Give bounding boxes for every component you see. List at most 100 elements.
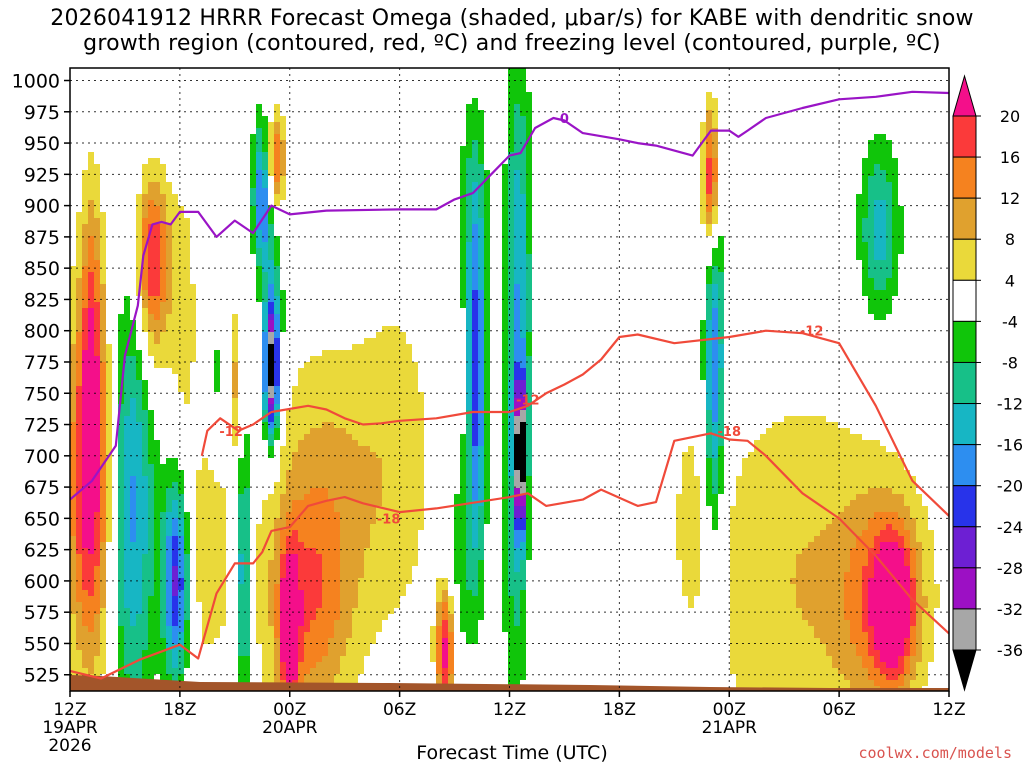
omega-cell	[796, 656, 802, 662]
omega-cell	[184, 644, 190, 650]
omega-cell	[280, 488, 286, 494]
omega-cell	[160, 524, 166, 530]
omega-cell	[298, 674, 304, 680]
omega-cell	[526, 200, 532, 206]
omega-cell	[718, 392, 724, 398]
omega-cell	[454, 518, 460, 524]
omega-cell	[166, 248, 172, 254]
omega-cell	[82, 344, 88, 350]
omega-cell	[730, 506, 736, 512]
omega-cell	[142, 320, 148, 326]
omega-cell	[712, 380, 718, 386]
omega-cell	[388, 578, 394, 584]
omega-cell	[88, 644, 94, 650]
omega-cell	[76, 272, 82, 278]
omega-cell	[280, 608, 286, 614]
omega-cell	[442, 662, 448, 668]
omega-cell	[508, 644, 514, 650]
omega-cell	[76, 632, 82, 638]
omega-cell	[208, 488, 214, 494]
omega-cell	[70, 482, 76, 488]
omega-cell	[406, 452, 412, 458]
omega-cell	[730, 650, 736, 656]
omega-cell	[802, 482, 808, 488]
omega-cell	[100, 608, 106, 614]
omega-cell	[106, 482, 112, 488]
omega-cell	[742, 674, 748, 680]
omega-cell	[778, 584, 784, 590]
omega-cell	[406, 500, 412, 506]
omega-cell	[346, 518, 352, 524]
omega-cell	[502, 386, 508, 392]
omega-cell	[442, 578, 448, 584]
omega-cell	[136, 212, 142, 218]
omega-cell	[148, 200, 154, 206]
omega-cell	[154, 242, 160, 248]
omega-cell	[526, 380, 532, 386]
omega-cell	[394, 434, 400, 440]
omega-cell	[472, 356, 478, 362]
omega-cell	[154, 170, 160, 176]
omega-cell	[268, 650, 274, 656]
omega-cell	[94, 182, 100, 188]
omega-cell	[280, 470, 286, 476]
omega-cell	[484, 284, 490, 290]
omega-cell	[364, 416, 370, 422]
omega-cell	[796, 458, 802, 464]
omega-cell	[802, 458, 808, 464]
omega-cell	[304, 368, 310, 374]
omega-cell	[274, 632, 280, 638]
omega-cell	[352, 506, 358, 512]
omega-cell	[466, 110, 472, 116]
omega-cell	[784, 452, 790, 458]
omega-cell	[352, 404, 358, 410]
omega-cell	[400, 548, 406, 554]
omega-cell	[484, 254, 490, 260]
omega-cell	[352, 596, 358, 602]
omega-cell	[508, 380, 514, 386]
omega-cell	[772, 596, 778, 602]
omega-cell	[94, 284, 100, 290]
omega-cell	[526, 398, 532, 404]
omega-cell	[736, 602, 742, 608]
omega-cell	[448, 614, 454, 620]
omega-cell	[754, 554, 760, 560]
omega-cell	[340, 440, 346, 446]
omega-cell	[304, 668, 310, 674]
omega-cell	[736, 608, 742, 614]
omega-cell	[154, 530, 160, 536]
omega-cell	[250, 140, 256, 146]
omega-cell	[514, 434, 520, 440]
omega-cell	[508, 404, 514, 410]
omega-cell	[340, 668, 346, 674]
omega-cell	[94, 272, 100, 278]
omega-cell	[754, 488, 760, 494]
omega-cell	[88, 620, 94, 626]
omega-cell	[472, 548, 478, 554]
omega-cell	[274, 530, 280, 536]
omega-cell	[238, 488, 244, 494]
omega-cell	[508, 428, 514, 434]
omega-cell	[802, 668, 808, 674]
omega-cell	[712, 512, 718, 518]
omega-cell	[136, 638, 142, 644]
omega-cell	[712, 452, 718, 458]
omega-cell	[154, 194, 160, 200]
omega-cell	[148, 188, 154, 194]
omega-cell	[94, 344, 100, 350]
omega-cell	[484, 356, 490, 362]
omega-cell	[352, 362, 358, 368]
omega-cell	[526, 164, 532, 170]
omega-cell	[358, 386, 364, 392]
omega-cell	[718, 236, 724, 242]
omega-cell	[250, 176, 256, 182]
omega-cell	[358, 434, 364, 440]
omega-cell	[124, 338, 130, 344]
omega-cell	[790, 536, 796, 542]
omega-cell	[478, 170, 484, 176]
omega-cell	[712, 524, 718, 530]
omega-cell	[184, 260, 190, 266]
omega-cell	[472, 290, 478, 296]
omega-cell	[478, 152, 484, 158]
omega-cell	[526, 344, 532, 350]
